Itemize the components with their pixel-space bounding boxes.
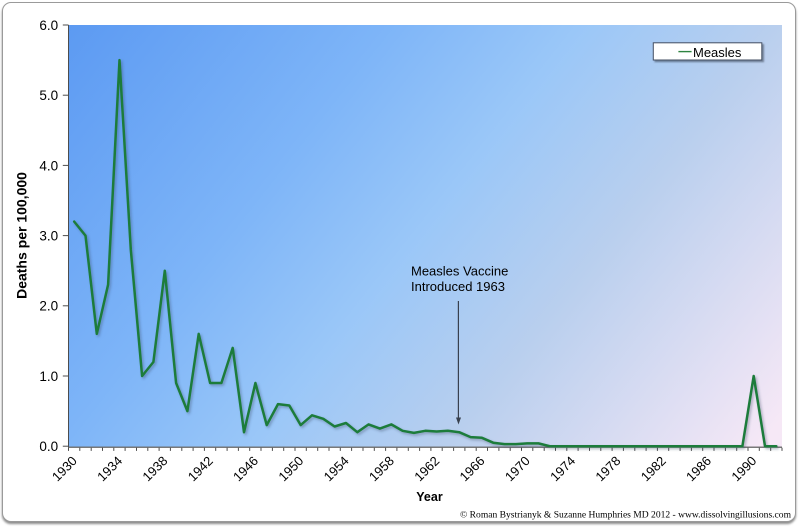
svg-text:Introduced 1963: Introduced 1963 (411, 279, 505, 294)
svg-text:1946: 1946 (230, 453, 261, 484)
svg-text:1938: 1938 (139, 453, 170, 484)
svg-text:1966: 1966 (457, 453, 488, 484)
svg-text:1.0: 1.0 (39, 369, 58, 384)
svg-text:Measles: Measles (693, 45, 742, 60)
svg-text:2.0: 2.0 (39, 299, 58, 314)
svg-text:1962: 1962 (411, 453, 442, 484)
svg-text:1934: 1934 (94, 453, 125, 484)
svg-text:1970: 1970 (502, 453, 533, 484)
svg-text:0.0: 0.0 (39, 439, 58, 454)
svg-text:5.0: 5.0 (39, 88, 58, 103)
svg-text:6.0: 6.0 (39, 18, 58, 33)
svg-text:1954: 1954 (321, 453, 352, 484)
svg-text:4.0: 4.0 (39, 158, 58, 173)
svg-text:Deaths per 100,000: Deaths per 100,000 (14, 172, 30, 299)
svg-text:3.0: 3.0 (39, 229, 58, 244)
svg-text:1942: 1942 (185, 453, 216, 484)
svg-text:1978: 1978 (592, 453, 623, 484)
svg-text:Year: Year (416, 490, 443, 504)
svg-text:1950: 1950 (275, 453, 306, 484)
svg-text:1982: 1982 (638, 453, 669, 484)
svg-text:1958: 1958 (366, 453, 397, 484)
svg-text:1930: 1930 (49, 453, 80, 484)
svg-text:1990: 1990 (728, 453, 759, 484)
svg-text:1986: 1986 (683, 453, 714, 484)
svg-text:Measles Vaccine: Measles Vaccine (411, 264, 508, 279)
svg-text:1974: 1974 (547, 453, 578, 484)
svg-text:© Roman Bystrianyk & Suzanne H: © Roman Bystrianyk & Suzanne Humphries M… (460, 509, 792, 520)
